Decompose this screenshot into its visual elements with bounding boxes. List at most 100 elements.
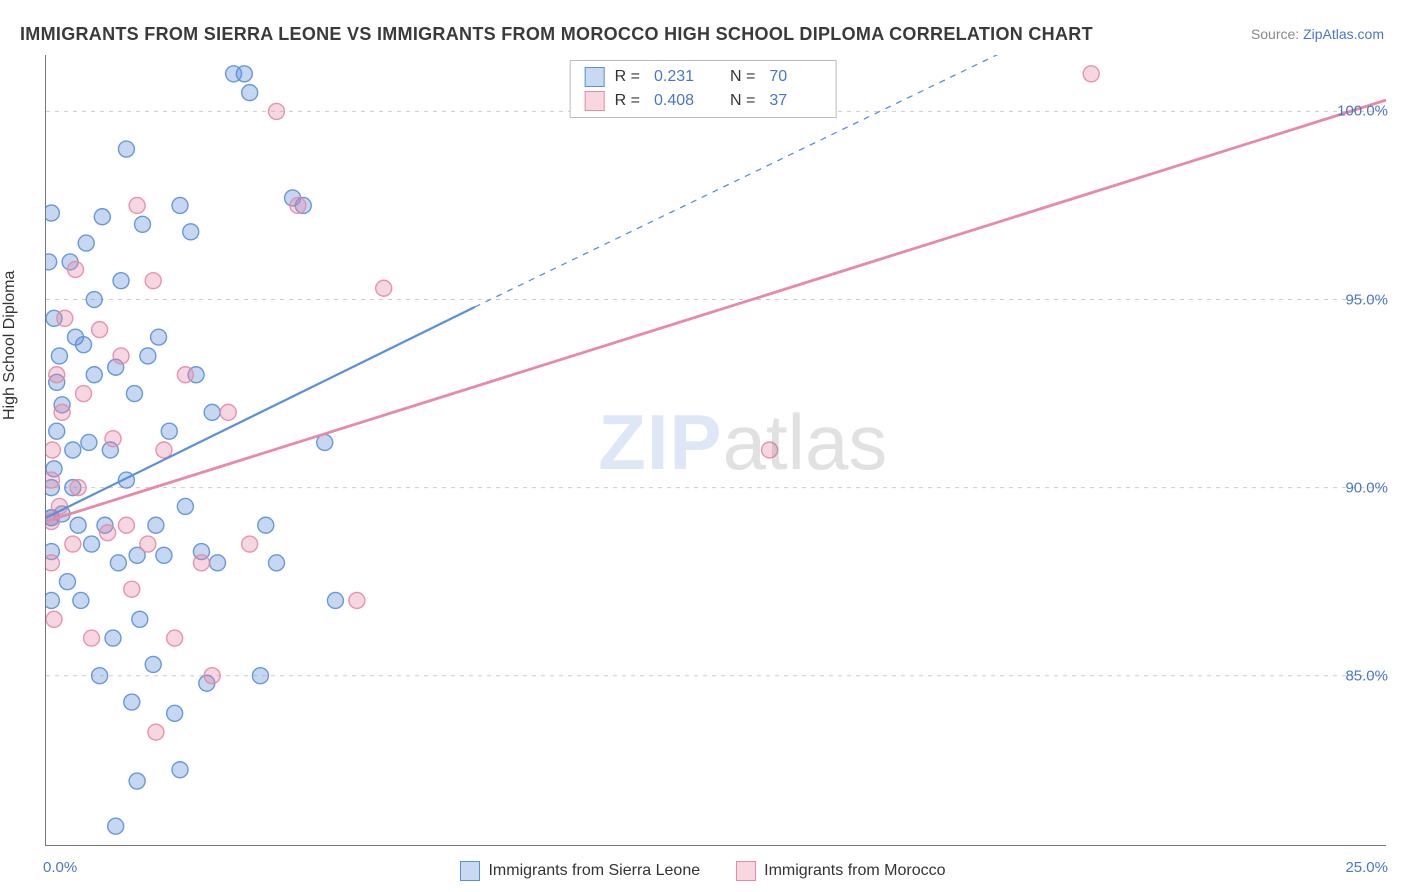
data-point — [220, 404, 236, 420]
data-point — [762, 442, 778, 458]
source-link[interactable]: ZipAtlas.com — [1303, 26, 1384, 42]
data-point — [113, 348, 129, 364]
data-point — [167, 630, 183, 646]
data-point — [1083, 66, 1099, 82]
data-point — [252, 668, 268, 684]
data-point — [57, 310, 73, 326]
data-point — [46, 555, 59, 571]
data-point — [204, 404, 220, 420]
data-point — [65, 536, 81, 552]
data-point — [81, 434, 97, 450]
data-point — [73, 592, 89, 608]
data-point — [105, 630, 121, 646]
data-point — [84, 630, 100, 646]
data-point — [140, 536, 156, 552]
legend-row: R = 0.408 N = 37 — [571, 89, 836, 113]
trend-line — [46, 100, 1386, 521]
data-point — [132, 611, 148, 627]
data-point — [126, 386, 142, 402]
data-point — [46, 592, 59, 608]
data-point — [242, 85, 258, 101]
data-point — [86, 292, 102, 308]
trend-line — [46, 307, 475, 518]
legend-label: Immigrants from Morocco — [764, 862, 945, 880]
data-point — [148, 724, 164, 740]
data-point — [76, 337, 92, 353]
data-point — [204, 668, 220, 684]
data-point — [46, 205, 59, 221]
data-point — [177, 498, 193, 514]
data-point — [167, 705, 183, 721]
data-point — [140, 348, 156, 364]
data-point — [183, 224, 199, 240]
source-attribution: Source: ZipAtlas.com — [1251, 26, 1384, 42]
data-point — [54, 404, 70, 420]
data-point — [92, 322, 108, 338]
data-point — [376, 280, 392, 296]
data-point — [84, 536, 100, 552]
data-point — [46, 472, 59, 488]
n-value: 70 — [769, 68, 821, 86]
correlation-legend: R =0.231N =70R =0.408N =37 — [570, 60, 837, 118]
data-point — [172, 197, 188, 213]
data-point — [92, 668, 108, 684]
data-point — [172, 762, 188, 778]
y-tick-label: 85.0% — [1345, 667, 1388, 684]
data-point — [242, 536, 258, 552]
data-point — [161, 423, 177, 439]
y-tick-label: 100.0% — [1337, 103, 1388, 120]
legend-row: R =0.231N =70 — [571, 65, 836, 89]
data-point — [51, 348, 67, 364]
data-point — [349, 592, 365, 608]
r-value: 0.408 — [654, 92, 706, 110]
data-point — [49, 423, 65, 439]
data-point — [76, 386, 92, 402]
data-point — [145, 656, 161, 672]
data-point — [129, 197, 145, 213]
plot-area: ZIPatlas — [45, 55, 1386, 846]
r-label: R = — [615, 92, 640, 110]
n-label: N = — [730, 68, 755, 86]
legend-swatch — [585, 67, 605, 87]
data-point — [145, 273, 161, 289]
data-point — [108, 818, 124, 834]
data-point — [258, 517, 274, 533]
data-point — [105, 431, 121, 447]
legend-item: Immigrants from Morocco — [736, 861, 945, 881]
legend-swatch — [736, 861, 756, 881]
data-point — [193, 555, 209, 571]
data-point — [46, 611, 62, 627]
data-point — [134, 216, 150, 232]
data-point — [59, 574, 75, 590]
data-point — [100, 525, 116, 541]
data-point — [156, 442, 172, 458]
source-label: Source: — [1251, 26, 1299, 42]
y-tick-label: 90.0% — [1345, 479, 1388, 496]
data-point — [67, 261, 83, 277]
data-point — [124, 694, 140, 710]
data-point — [124, 581, 140, 597]
data-point — [49, 367, 65, 383]
data-point — [70, 517, 86, 533]
data-point — [268, 555, 284, 571]
data-point — [268, 103, 284, 119]
data-point — [156, 547, 172, 563]
y-tick-label: 95.0% — [1345, 291, 1388, 308]
legend-item: Immigrants from Sierra Leone — [460, 861, 700, 881]
r-label: R = — [615, 68, 640, 86]
data-point — [94, 209, 110, 225]
data-point — [118, 517, 134, 533]
chart-svg — [46, 55, 1386, 845]
data-point — [78, 235, 94, 251]
y-axis-label: High School Diploma — [1, 271, 19, 420]
data-point — [86, 367, 102, 383]
series-legend: Immigrants from Sierra Leone Immigrants f… — [0, 861, 1406, 886]
data-point — [46, 442, 60, 458]
data-point — [151, 329, 167, 345]
data-point — [65, 442, 81, 458]
data-point — [118, 141, 134, 157]
legend-swatch — [585, 91, 605, 111]
data-point — [129, 773, 145, 789]
n-value: 37 — [769, 92, 821, 110]
n-label: N = — [730, 92, 755, 110]
